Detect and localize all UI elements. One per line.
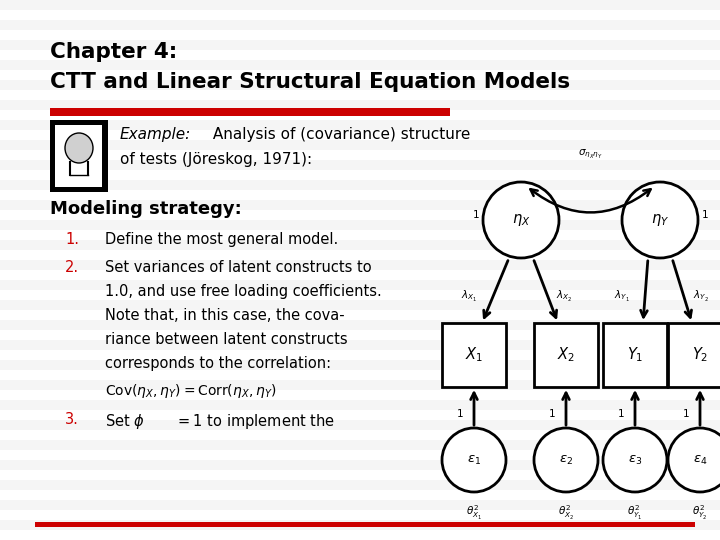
Text: 3.: 3. (65, 412, 79, 427)
Bar (0, 240, 720, 250)
Bar (0, 400, 720, 410)
Bar (0, 520, 720, 530)
Ellipse shape (65, 133, 93, 163)
Text: 1: 1 (618, 409, 624, 419)
Text: Define the most general model.: Define the most general model. (105, 232, 338, 247)
Bar (0, 80, 720, 90)
Text: $\varepsilon_1$: $\varepsilon_1$ (467, 454, 481, 467)
Text: $\lambda_{X_2}$: $\lambda_{X_2}$ (556, 288, 572, 303)
Text: $\mathrm{Cov}(\eta_X, \eta_Y) = \mathrm{Corr}(\eta_X, \eta_Y)$: $\mathrm{Cov}(\eta_X, \eta_Y) = \mathrm{… (105, 382, 276, 400)
Bar (50, 108, 450, 116)
Text: $\varepsilon_4$: $\varepsilon_4$ (693, 454, 707, 467)
Text: $\sigma_{\eta_X\eta_Y}$: $\sigma_{\eta_X\eta_Y}$ (578, 147, 603, 160)
Ellipse shape (442, 428, 506, 492)
Text: 1: 1 (549, 409, 555, 419)
Bar (534, 323, 598, 387)
Bar (0, 260, 720, 270)
Bar (0, 300, 720, 310)
Text: Analysis of (covariance) structure: Analysis of (covariance) structure (208, 127, 470, 142)
Text: $X_1$: $X_1$ (465, 346, 483, 365)
Bar (0, 180, 720, 190)
Text: 1: 1 (683, 409, 689, 419)
Bar (668, 323, 720, 387)
Text: 2.: 2. (65, 260, 79, 275)
Bar (50, 120, 108, 192)
Text: 1: 1 (472, 210, 479, 220)
Text: Set variances of latent constructs to: Set variances of latent constructs to (105, 260, 372, 275)
Bar (0, 460, 720, 470)
Text: of tests (Jöreskog, 1971):: of tests (Jöreskog, 1971): (120, 152, 312, 167)
Text: $= 1$ to implement the: $= 1$ to implement the (175, 412, 335, 431)
Text: $\varepsilon_2$: $\varepsilon_2$ (559, 454, 573, 467)
Bar (55, 125, 102, 187)
Text: CTT and Linear Structural Equation Models: CTT and Linear Structural Equation Model… (50, 72, 570, 92)
Bar (0, 420, 720, 430)
Bar (0, 60, 720, 70)
Text: $Y_2$: $Y_2$ (692, 346, 708, 365)
Ellipse shape (622, 182, 698, 258)
Text: 1: 1 (702, 210, 708, 220)
Text: $Y_1$: $Y_1$ (627, 346, 643, 365)
Bar (0, 20, 720, 30)
Bar (35, 522, 695, 527)
Text: $\eta_Y$: $\eta_Y$ (651, 212, 669, 228)
Ellipse shape (668, 428, 720, 492)
Bar (0, 340, 720, 350)
Text: corresponds to the correlation:: corresponds to the correlation: (105, 356, 331, 371)
Text: Example:: Example: (120, 127, 192, 142)
Bar (0, 480, 720, 490)
Text: $\lambda_{Y_1}$: $\lambda_{Y_1}$ (614, 288, 630, 303)
Bar (0, 320, 720, 330)
Text: $\varepsilon_3$: $\varepsilon_3$ (628, 454, 642, 467)
Bar (0, 100, 720, 110)
Bar (0, 0, 720, 10)
Text: riance between latent constructs: riance between latent constructs (105, 332, 348, 347)
Bar (442, 323, 506, 387)
Text: $\theta^2_{Y_2}$: $\theta^2_{Y_2}$ (692, 504, 708, 522)
Bar (0, 220, 720, 230)
Text: Note that, in this case, the cova-: Note that, in this case, the cova- (105, 308, 345, 323)
Text: $\theta^2_{X_1}$: $\theta^2_{X_1}$ (466, 504, 482, 522)
Text: $X_2$: $X_2$ (557, 346, 575, 365)
Text: $\theta^2_{X_2}$: $\theta^2_{X_2}$ (558, 504, 574, 522)
Bar (603, 323, 667, 387)
Bar (0, 120, 720, 130)
Bar (0, 380, 720, 390)
Ellipse shape (534, 428, 598, 492)
Bar (0, 140, 720, 150)
Text: $\lambda_{Y_2}$: $\lambda_{Y_2}$ (693, 288, 708, 303)
Bar (0, 360, 720, 370)
Bar (0, 280, 720, 290)
Text: 1.: 1. (65, 232, 79, 247)
Text: $\lambda_{X_1}$: $\lambda_{X_1}$ (461, 288, 477, 303)
Ellipse shape (483, 182, 559, 258)
Text: 1: 1 (456, 409, 463, 419)
Text: Modeling strategy:: Modeling strategy: (50, 200, 242, 218)
Text: $\theta^2_{Y_1}$: $\theta^2_{Y_1}$ (627, 504, 643, 522)
Bar (0, 200, 720, 210)
Text: Chapter 4:: Chapter 4: (50, 42, 177, 62)
Text: 1.0, and use free loading coefficients.: 1.0, and use free loading coefficients. (105, 284, 382, 299)
Text: $\eta_X$: $\eta_X$ (512, 212, 530, 228)
Text: Set $\phi$: Set $\phi$ (105, 412, 145, 431)
Ellipse shape (603, 428, 667, 492)
Bar (0, 500, 720, 510)
Bar (0, 40, 720, 50)
Bar (0, 440, 720, 450)
Bar (0, 160, 720, 170)
